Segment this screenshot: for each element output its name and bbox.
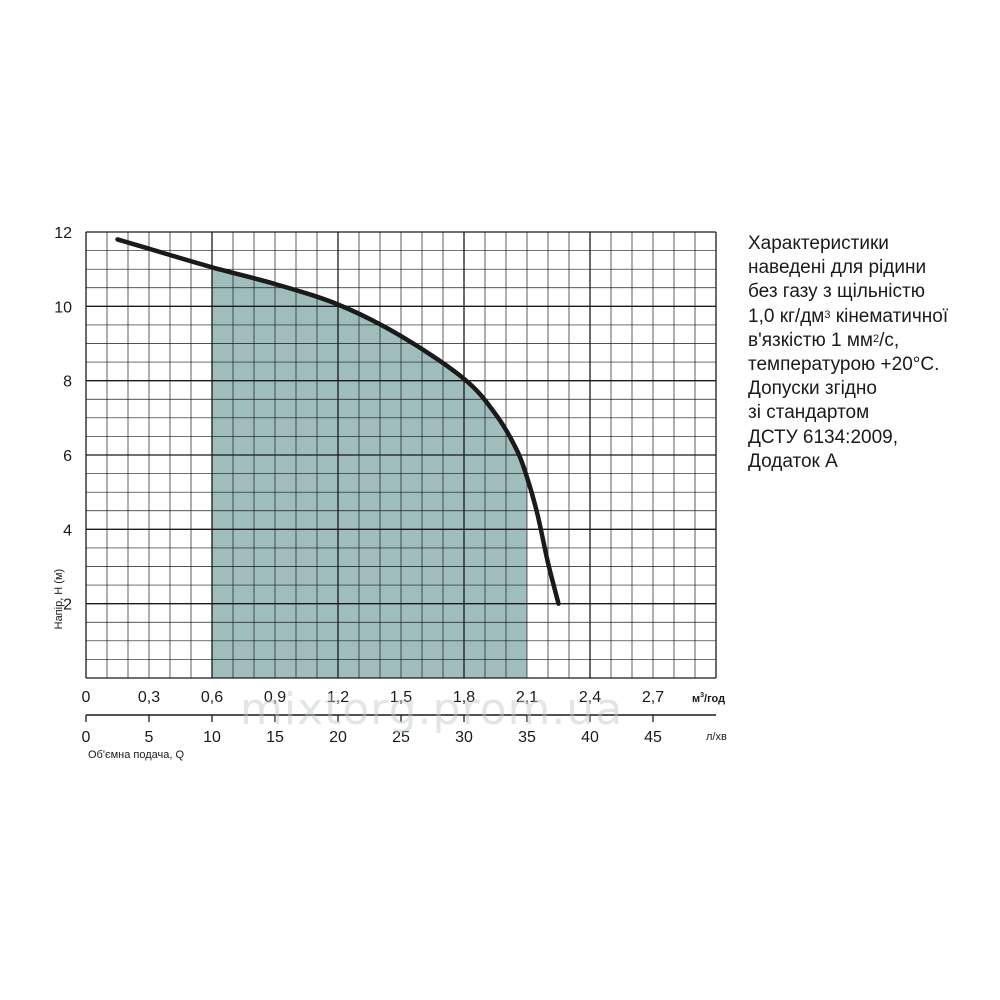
y-tick-label: 8 (63, 374, 72, 391)
y-tick-label: 4 (63, 522, 72, 539)
y-tick-label: 6 (63, 448, 72, 465)
note-line-part: в'язкістю 1 мм (748, 329, 873, 351)
note-line: Характеристики (748, 233, 889, 254)
x2-tick-label: 20 (329, 729, 347, 746)
note-line: в'язкістю 1 мм2/с, (748, 329, 993, 353)
x2-tick-label: 35 (518, 729, 536, 746)
note-line: температурою +20°С. (748, 354, 940, 376)
x-tick-label: 1,5 (390, 689, 412, 706)
note-line: ДСТУ 6134:2009, (748, 426, 899, 448)
note-line: 1,0 кг/дм3 кінематичної (748, 305, 993, 329)
x2-tick-label: 45 (644, 729, 662, 746)
x-tick-label: 2,1 (516, 689, 538, 706)
head-flow-curve (115, 237, 561, 606)
x2-tick-label: 25 (392, 729, 410, 746)
superscript: 3 (824, 308, 831, 321)
note-line: зі стандартом (748, 402, 870, 424)
x-tick-label: 0,3 (138, 689, 160, 706)
note-line-part: 1,0 кг/дм (748, 305, 825, 327)
y-tick-label: 2 (63, 597, 72, 614)
note-line: без газу з щільністю (748, 281, 925, 303)
note-line-part: кінематичної (830, 305, 949, 327)
curve-layer (115, 237, 561, 606)
x2-tick-label: 30 (455, 729, 473, 746)
watermark-text: mixtorg.prom.ua (240, 684, 624, 735)
y-tick-label: 12 (54, 225, 72, 242)
conditions-note: Характеристики наведені для рідини без г… (748, 232, 993, 474)
note-line: Допуски згідно (748, 378, 877, 400)
note-line-part: /с, (879, 329, 900, 351)
y-axis-label: Напір, Н (м) (53, 569, 65, 630)
operating-range-fill (212, 267, 527, 678)
x-tick-label: 1,8 (453, 689, 475, 706)
grid (85, 231, 717, 722)
x2-axis-unit: л/хв (706, 731, 727, 743)
x2-tick-label: 10 (203, 729, 221, 746)
x2-tick-label: 40 (581, 729, 599, 746)
x-axis-unit: м3/год (692, 692, 725, 705)
x-tick-label: 0,9 (264, 689, 286, 706)
shaded-operating-range (212, 267, 527, 678)
superscript: 2 (872, 332, 880, 345)
x-tick-label: 1,2 (327, 689, 349, 706)
x2-tick-label: 5 (145, 729, 154, 746)
x2-tick-label: 15 (266, 729, 284, 746)
x-tick-label: 2,4 (579, 689, 601, 706)
y-tick-label: 10 (54, 299, 72, 316)
x-tick-label: 2,7 (642, 689, 664, 706)
x-tick-label: 0 (82, 689, 91, 706)
x-tick-label: 0,6 (201, 689, 223, 706)
x2-tick-label: 0 (82, 729, 91, 746)
x2-axis-label: Об'ємна подача, Q (88, 749, 184, 761)
note-line: Додаток А (748, 450, 838, 472)
note-line: наведені для рідини (748, 257, 927, 279)
axis-labels: 2 4 6 8 10 12 Напір, Н (м) 0 0,3 0,6 0,9 1,2 1,5 1,8 2… (53, 225, 727, 761)
